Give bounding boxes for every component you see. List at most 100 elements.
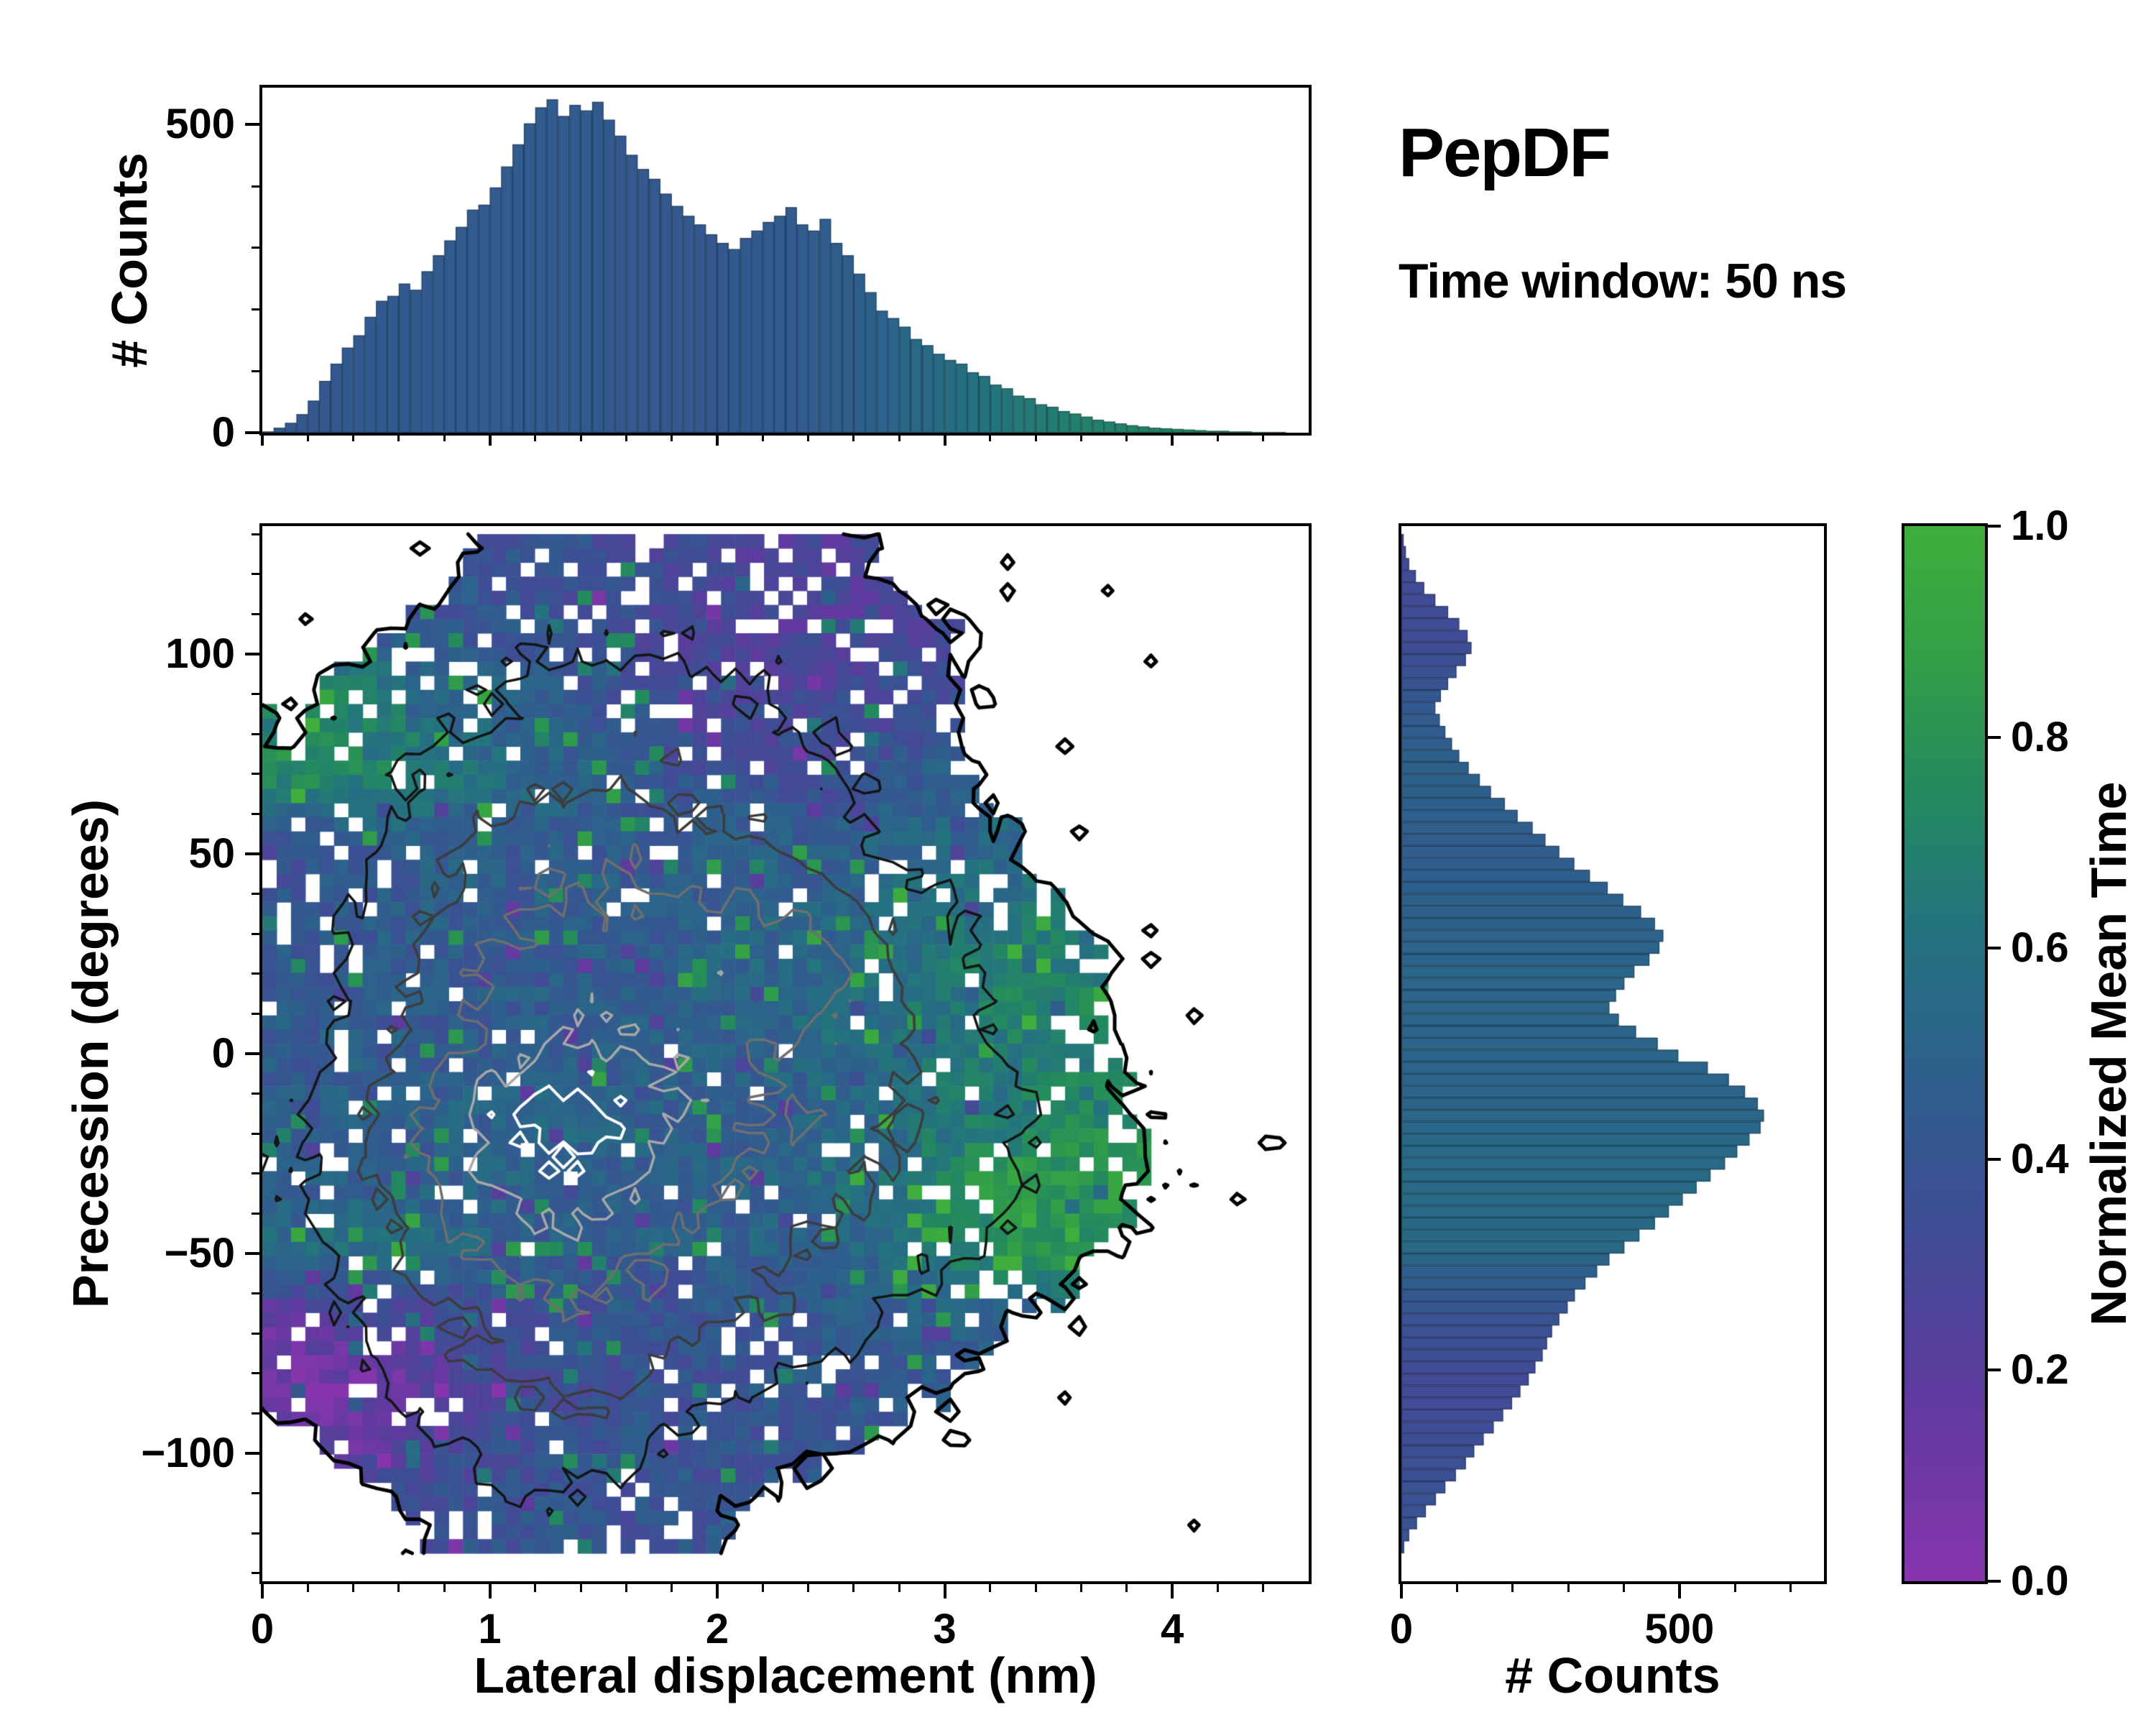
- tick-label: 500: [165, 101, 235, 148]
- top-histogram-canvas: [262, 88, 1309, 433]
- axis-tick: [716, 1584, 719, 1598]
- axis-tick: [1125, 436, 1128, 441]
- axis-tick: [245, 652, 259, 656]
- tick-label: 4: [1160, 1606, 1184, 1652]
- axis-tick: [1567, 1584, 1570, 1592]
- axis-tick: [488, 436, 492, 446]
- tick-label: 0.4: [2011, 1135, 2069, 1182]
- axis-tick: [397, 436, 400, 441]
- axis-tick: [352, 1584, 355, 1592]
- axis-tick: [252, 1292, 259, 1295]
- right-histogram-panel: [1399, 523, 1827, 1584]
- axis-tick: [943, 1584, 946, 1598]
- axis-tick: [261, 436, 264, 446]
- tick-label: 0: [211, 409, 235, 456]
- axis-tick: [1034, 436, 1037, 441]
- tick-label: 0: [1389, 1606, 1414, 1652]
- axis-tick: [1988, 947, 2001, 950]
- axis-tick: [252, 1092, 259, 1095]
- heatmap-canvas: [262, 526, 1309, 1581]
- main-heatmap-panel: [259, 523, 1312, 1584]
- axis-tick: [252, 308, 259, 311]
- axis-tick: [1262, 1584, 1265, 1592]
- axis-tick: [306, 436, 309, 441]
- tick-label: 500: [1644, 1606, 1715, 1652]
- axis-tick: [1216, 1584, 1219, 1592]
- tick-label: −100: [141, 1430, 235, 1477]
- axis-tick: [671, 1584, 673, 1592]
- axis-tick: [1400, 1584, 1403, 1598]
- axis-tick: [989, 436, 992, 441]
- axis-tick: [261, 1584, 264, 1598]
- axis-tick: [245, 123, 259, 126]
- axis-tick: [245, 1452, 259, 1455]
- axis-tick: [488, 1584, 492, 1598]
- axis-tick: [1034, 1584, 1037, 1592]
- axis-tick: [245, 431, 259, 434]
- axis-tick: [852, 436, 855, 441]
- tick-label: 3: [933, 1606, 957, 1652]
- axis-tick: [1622, 1584, 1625, 1592]
- axis-tick: [252, 693, 259, 696]
- top-histogram-panel: [259, 85, 1312, 436]
- axis-tick: [1125, 1584, 1128, 1592]
- axis-tick: [1511, 1584, 1514, 1592]
- axis-tick: [252, 185, 259, 188]
- axis-tick: [352, 436, 355, 441]
- tick-label: 1: [478, 1606, 502, 1652]
- axis-tick: [989, 1584, 992, 1592]
- axis-tick: [1988, 1368, 2001, 1372]
- right-hist-xlabel: # Counts: [1505, 1647, 1720, 1703]
- axis-tick: [252, 573, 259, 576]
- axis-tick: [252, 1012, 259, 1015]
- axis-tick: [252, 533, 259, 535]
- tick-label: 0: [250, 1606, 275, 1652]
- tick-label: 0.8: [2011, 713, 2069, 760]
- axis-tick: [252, 1492, 259, 1495]
- axis-tick: [1988, 525, 2001, 528]
- right-histogram-canvas: [1401, 526, 1824, 1581]
- axis-tick: [534, 1584, 537, 1592]
- axis-tick: [252, 247, 259, 249]
- tick-label: 0.2: [2011, 1346, 2069, 1394]
- axis-tick: [579, 436, 582, 441]
- tick-label: 2: [705, 1606, 729, 1652]
- axis-tick: [1677, 1584, 1681, 1598]
- axis-tick: [1733, 1584, 1736, 1592]
- axis-tick: [252, 1532, 259, 1535]
- axis-tick: [245, 852, 259, 855]
- main-xlabel: Lateral displacement (nm): [474, 1647, 1097, 1703]
- main-ylabel: Precession (degrees): [63, 799, 119, 1309]
- axis-tick: [1216, 436, 1219, 441]
- axis-tick: [761, 1584, 764, 1592]
- axis-tick: [252, 932, 259, 935]
- tick-label: 100: [165, 630, 235, 677]
- axis-tick: [534, 436, 537, 441]
- axis-tick: [397, 1584, 400, 1592]
- tick-label: 0.6: [2011, 924, 2069, 972]
- axis-tick: [443, 436, 446, 441]
- axis-tick: [1455, 1584, 1458, 1592]
- axis-tick: [252, 972, 259, 975]
- axis-tick: [761, 436, 764, 441]
- axis-tick: [1988, 735, 2001, 739]
- axis-tick: [898, 1584, 900, 1592]
- axis-tick: [252, 369, 259, 372]
- axis-tick: [943, 436, 946, 446]
- axis-tick: [252, 773, 259, 776]
- axis-tick: [852, 1584, 855, 1592]
- tick-label: 0.0: [2011, 1558, 2069, 1604]
- axis-tick: [252, 812, 259, 815]
- figure-title: PepDF: [1399, 114, 1611, 191]
- axis-tick: [1262, 436, 1265, 441]
- axis-tick: [252, 732, 259, 735]
- axis-tick: [671, 436, 673, 441]
- axis-tick: [245, 1252, 259, 1256]
- axis-tick: [245, 1052, 259, 1055]
- axis-tick: [306, 1584, 309, 1592]
- axis-tick: [807, 1584, 810, 1592]
- axis-tick: [252, 893, 259, 896]
- axis-tick: [716, 436, 719, 446]
- axis-tick: [1079, 1584, 1082, 1592]
- tick-label: 1.0: [2011, 502, 2069, 549]
